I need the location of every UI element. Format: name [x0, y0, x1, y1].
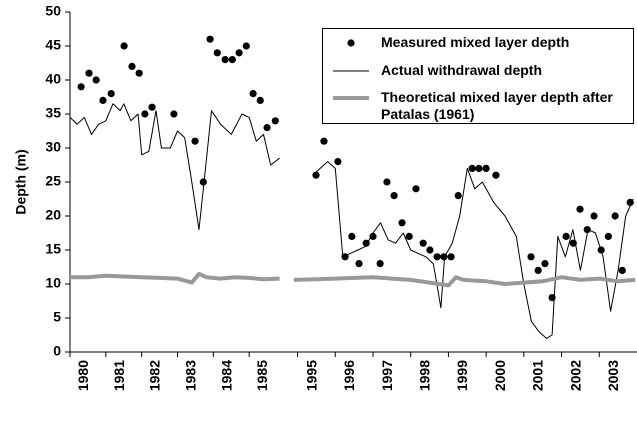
y-tick-label: 20 — [45, 207, 61, 223]
y-tick-label: 15 — [45, 241, 61, 257]
data-point — [376, 260, 384, 268]
legend-key — [331, 62, 371, 79]
y-axis-label: Depth (m) — [13, 149, 29, 214]
data-point — [583, 226, 591, 234]
data-line — [69, 103, 634, 339]
data-point — [148, 103, 156, 111]
data-point — [320, 137, 328, 145]
data-point — [390, 192, 398, 200]
y-tick-label: 35 — [45, 105, 61, 121]
data-point — [107, 90, 115, 98]
y-tick-label: 10 — [45, 275, 61, 291]
data-point — [419, 239, 427, 247]
data-point — [454, 192, 462, 200]
data-point — [99, 96, 107, 104]
x-tick-label: 1981 — [111, 360, 127, 391]
data-point — [271, 117, 279, 125]
data-point — [206, 35, 214, 43]
data-point — [92, 76, 100, 84]
legend-swatch — [333, 95, 369, 100]
data-point — [191, 137, 199, 145]
legend-entry: Theoretical mixed layer depth after Pata… — [331, 89, 631, 123]
legend-label: Theoretical mixed layer depth after Pata… — [381, 89, 613, 122]
data-point — [256, 96, 264, 104]
y-tick-label: 5 — [53, 309, 61, 325]
data-point — [412, 185, 420, 193]
legend-marker — [347, 38, 355, 47]
data-point — [492, 171, 500, 179]
y-tick-label: 25 — [45, 173, 61, 189]
x-tick-label: 1995 — [303, 360, 319, 391]
data-point — [235, 49, 243, 57]
data-point — [482, 164, 490, 172]
data-point — [447, 253, 455, 261]
legend-entry: Measured mixed layer depth — [331, 34, 631, 51]
data-point — [534, 266, 542, 274]
x-tick-label: 1980 — [75, 360, 91, 391]
data-point — [576, 205, 584, 213]
legend-swatch — [347, 38, 355, 47]
data-point — [383, 178, 391, 186]
data-point — [249, 90, 257, 98]
data-point — [369, 232, 377, 240]
data-line — [70, 271, 636, 288]
legend-key — [331, 34, 371, 51]
data-point — [468, 164, 476, 172]
data-point — [135, 69, 143, 77]
data-point — [263, 124, 271, 132]
x-tick-label: 1984 — [218, 360, 234, 391]
data-point — [120, 42, 128, 50]
data-point — [170, 110, 178, 118]
data-point — [77, 83, 85, 91]
data-point — [527, 253, 535, 261]
data-point — [611, 212, 619, 220]
legend-label: Actual withdrawal depth — [381, 62, 543, 78]
data-point — [355, 260, 363, 268]
data-point — [562, 232, 570, 240]
legend-label: Measured mixed layer depth — [381, 34, 570, 50]
data-point — [541, 260, 549, 268]
data-point — [85, 69, 93, 77]
y-tick-label: 30 — [45, 139, 61, 155]
y-tick-label: 0 — [53, 343, 61, 359]
x-tick-label: 2003 — [605, 360, 621, 391]
x-tick-label: 1983 — [183, 360, 199, 391]
data-point — [141, 110, 149, 118]
data-point — [618, 266, 626, 274]
x-tick-label: 2000 — [492, 360, 508, 391]
x-tick-label: 1985 — [254, 360, 270, 391]
legend-key — [331, 89, 371, 106]
data-point — [398, 219, 406, 227]
data-point — [604, 232, 612, 240]
x-tick-label: 1996 — [341, 360, 357, 391]
data-point — [128, 62, 136, 70]
y-tick-label: 50 — [45, 3, 61, 19]
data-point — [590, 212, 598, 220]
x-tick-label: 1999 — [454, 360, 470, 391]
x-tick-label: 1998 — [416, 360, 432, 391]
data-point — [213, 49, 221, 57]
x-tick-label: 2002 — [567, 360, 583, 391]
data-point — [221, 56, 229, 64]
data-point — [405, 232, 413, 240]
y-tick-label: 40 — [45, 71, 61, 87]
data-point — [242, 42, 250, 50]
data-point — [334, 158, 342, 166]
legend: Measured mixed layer depth Actual withdra… — [322, 28, 634, 124]
y-tick-label: 45 — [45, 37, 61, 53]
x-tick-label: 1982 — [147, 360, 163, 391]
data-point — [475, 164, 483, 172]
data-point — [433, 253, 441, 261]
legend-swatch — [333, 70, 369, 71]
data-point — [199, 178, 207, 186]
data-point — [426, 246, 434, 254]
data-point — [228, 56, 236, 64]
data-point — [312, 171, 320, 179]
x-tick-label: 2001 — [530, 360, 546, 391]
x-tick-label: 1997 — [379, 360, 395, 391]
legend-entry: Actual withdrawal depth — [331, 62, 631, 79]
data-point — [348, 232, 356, 240]
